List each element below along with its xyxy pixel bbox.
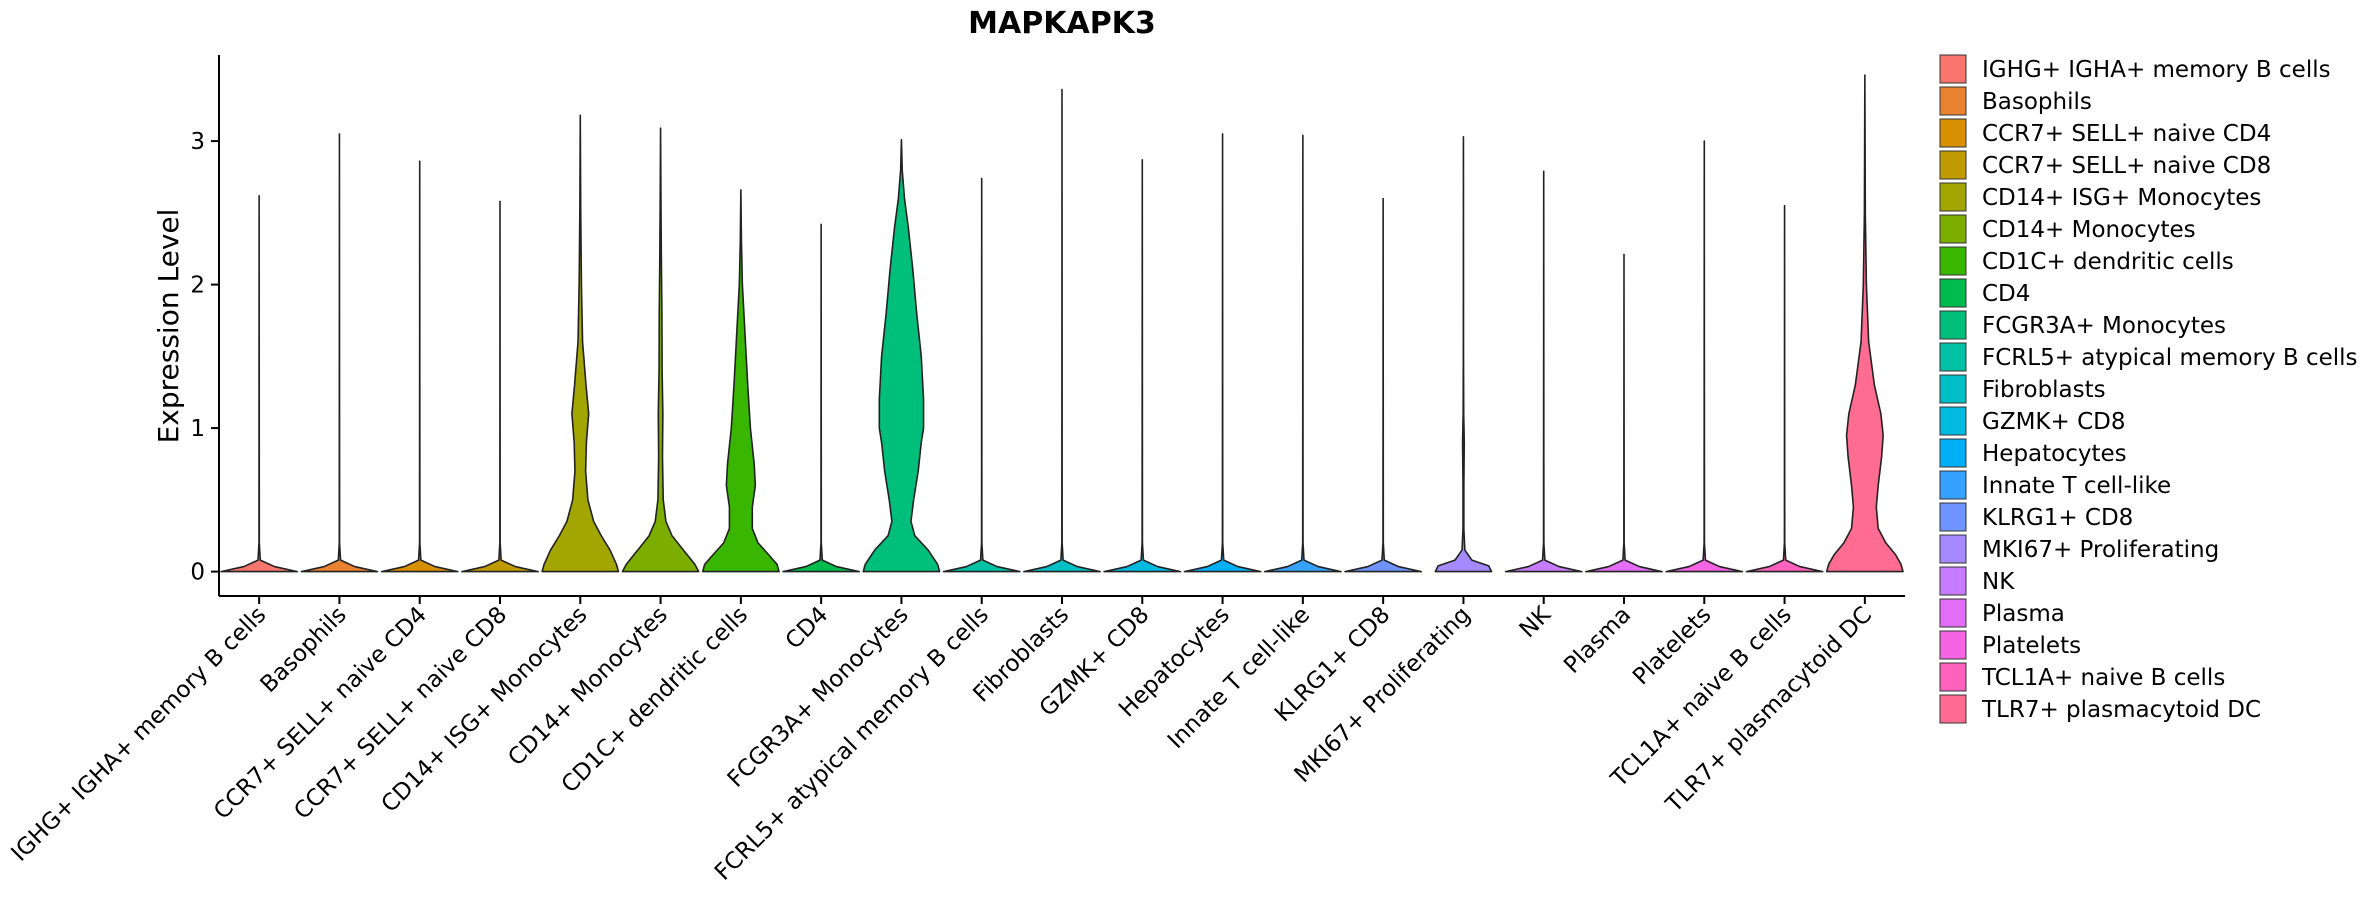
chart-title: MAPKAPK3 xyxy=(968,6,1156,41)
legend-label: NK xyxy=(1982,569,2015,595)
legend: IGHG+ IGHA+ memory B cells Basophils CCR7+… xyxy=(1939,54,2358,724)
violin-klrg1-cd8 xyxy=(1344,197,1423,573)
violin-cd4 xyxy=(782,223,861,573)
violin-ccr7-sell-naive-cd8 xyxy=(461,200,539,573)
legend-swatch xyxy=(1939,118,1967,148)
legend-swatch xyxy=(1939,310,1967,340)
x-tick-label: CD4 xyxy=(781,602,834,655)
legend-swatch xyxy=(1939,502,1967,532)
violin-cd14-isg-monocytes xyxy=(541,114,620,573)
legend-swatch xyxy=(1939,470,1967,500)
legend-label: CD4 xyxy=(1982,281,2030,307)
legend-label: CCR7+ SELL+ naive CD8 xyxy=(1982,153,2271,179)
legend-swatch xyxy=(1939,374,1967,404)
legend-swatch xyxy=(1939,278,1967,308)
violin-innate-t-cell-like xyxy=(1263,134,1342,573)
legend-swatch xyxy=(1939,342,1967,372)
violin-platelets xyxy=(1665,140,1744,573)
legend-swatch xyxy=(1939,406,1967,436)
x-tick-label: NK xyxy=(1515,601,1557,643)
legend-label: Platelets xyxy=(1982,633,2081,659)
legend-swatch xyxy=(1939,182,1967,212)
violin-fibroblasts xyxy=(1023,88,1101,573)
x-tick-label: IGHG+ IGHA+ memory B cells xyxy=(7,602,272,867)
violin-basophils xyxy=(300,133,379,573)
violin-tlr7-plasmacytoid-dc xyxy=(1825,74,1904,573)
legend-swatch xyxy=(1939,598,1967,628)
y-tick-label: 0 xyxy=(190,560,205,586)
legend-label: MKI67+ Proliferating xyxy=(1982,537,2219,563)
legend-label: FCRL5+ atypical memory B cells xyxy=(1982,345,2358,371)
violin-cd14-monocytes xyxy=(621,127,700,573)
violin-tcl1a-naive-b-cells xyxy=(1745,204,1824,573)
legend-label: CD1C+ dendritic cells xyxy=(1982,249,2234,275)
legend-label: GZMK+ CD8 xyxy=(1982,409,2126,435)
legend-swatch xyxy=(1939,246,1967,276)
legend-label: Hepatocytes xyxy=(1982,441,2127,467)
legend-label: TCL1A+ naive B cells xyxy=(1981,665,2225,691)
legend-label: Innate T cell-like xyxy=(1982,473,2171,499)
legend-label: CD14+ ISG+ Monocytes xyxy=(1982,185,2261,211)
violin-hepatocytes xyxy=(1183,133,1262,573)
legend-swatch xyxy=(1939,150,1967,180)
legend-label: Basophils xyxy=(1982,89,2092,115)
legend-swatch xyxy=(1939,438,1967,468)
violin-plasma xyxy=(1585,253,1663,573)
legend-swatch xyxy=(1939,662,1967,692)
legend-swatch xyxy=(1939,54,1967,84)
violin-gzmk-cd8 xyxy=(1103,158,1182,573)
legend-swatch xyxy=(1939,534,1967,564)
violin-mki67-proliferating xyxy=(1434,136,1493,573)
legend-swatch xyxy=(1939,566,1967,596)
legend-label: CCR7+ SELL+ naive CD4 xyxy=(1982,121,2271,147)
violin-fcrl5-atypical-memory-b-cells xyxy=(942,177,1021,573)
legend-label: IGHG+ IGHA+ memory B cells xyxy=(1982,57,2331,83)
legend-swatch xyxy=(1939,630,1967,660)
legend-label: CD14+ Monocytes xyxy=(1982,217,2196,243)
legend-label: TLR7+ plasmacytoid DC xyxy=(1981,697,2261,723)
y-tick-label: 1 xyxy=(190,416,205,442)
legend-swatch xyxy=(1939,86,1967,116)
x-tick-label: Plasma xyxy=(1559,602,1636,679)
violin-nk xyxy=(1504,170,1583,573)
legend-label: FCGR3A+ Monocytes xyxy=(1982,313,2226,339)
x-tick-label: Innate T cell-like xyxy=(1163,602,1315,754)
x-tick-label: CD14+ Monocytes xyxy=(503,602,672,771)
y-tick-label: 3 xyxy=(190,129,205,155)
legend-label: Fibroblasts xyxy=(1982,377,2106,403)
legend-label: Plasma xyxy=(1982,601,2065,627)
legend-swatch xyxy=(1939,214,1967,244)
violin-ighg-igha-memory-b-cells xyxy=(220,194,299,573)
y-tick-label: 2 xyxy=(190,273,205,299)
violin-ccr7-sell-naive-cd4 xyxy=(380,160,459,573)
y-axis-label: Expression Level xyxy=(152,209,185,444)
violin-cd1c-dendritic-cells xyxy=(701,189,780,573)
legend-swatch xyxy=(1939,694,1967,724)
violin-fcgr3a-monocytes xyxy=(862,138,941,573)
legend-label: KLRG1+ CD8 xyxy=(1982,505,2133,531)
